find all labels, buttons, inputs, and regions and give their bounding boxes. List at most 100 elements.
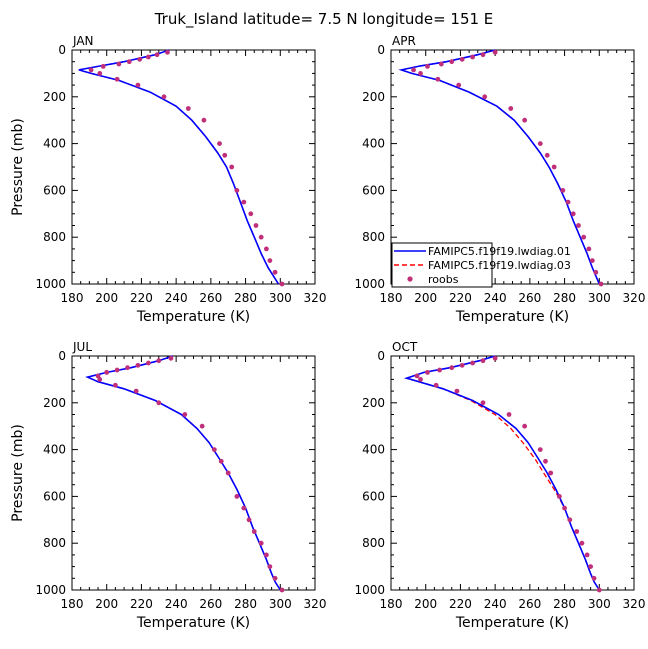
obs-point [586, 246, 592, 252]
obs-point [506, 412, 512, 417]
y-tick-label: 1000 [35, 277, 66, 291]
obs-point [418, 71, 423, 76]
x-tick-label: 240 [165, 597, 188, 611]
obs-point [161, 94, 167, 100]
series-line-lwdiag-01 [85, 355, 281, 591]
x-tick-label: 220 [130, 291, 153, 305]
obs-point [565, 199, 571, 205]
panel-jan: 180 200 220 240 260 280 300 320 0 200 400 600 800 100… [10, 34, 326, 325]
obs-point [145, 360, 151, 366]
x-tick-label: 320 [304, 291, 327, 305]
obs-point [201, 117, 207, 123]
obs-point [596, 587, 602, 593]
y-tick-label: 1000 [354, 277, 385, 291]
y-axis-label: Pressure (mb) [10, 424, 26, 522]
y-axis-label: Pressure (mb) [10, 118, 26, 216]
x-axis-label: Temperature (K) [136, 309, 250, 325]
x-axis-label: Temperature (K) [455, 309, 569, 325]
obs-point [470, 360, 475, 366]
obs-point [264, 552, 269, 558]
obs-point [551, 164, 557, 170]
panel-title: JAN [72, 34, 94, 48]
x-tick-label: 240 [165, 291, 188, 305]
obs-point [100, 63, 106, 69]
obs-point [570, 211, 576, 217]
y-tick-label: 1000 [354, 583, 385, 597]
legend-label: FAMIPC5.f19f19.lwdiag.01 [428, 245, 571, 258]
x-tick-label: 220 [449, 291, 472, 305]
obs-point [165, 49, 170, 55]
y-tick-label: 600 [43, 489, 66, 503]
obs-point [567, 517, 573, 523]
obs-point [589, 258, 595, 263]
obs-point [112, 382, 118, 388]
obs-point [548, 470, 554, 476]
y-tick-label: 800 [362, 536, 385, 550]
plot-frame [71, 49, 316, 285]
y-tick-label: 0 [58, 43, 66, 57]
obs-point [544, 152, 550, 158]
legend-label: FAMIPC5.f19f19.lwdiag.03 [428, 259, 571, 272]
obs-point [456, 82, 462, 88]
figure-title: Truk_Island latitude= 7.5 N longitude= 1… [154, 10, 494, 29]
obs-point [248, 211, 254, 217]
y-tick-label: 200 [362, 90, 385, 104]
x-tick-label: 280 [553, 291, 576, 305]
obs-point [97, 71, 103, 76]
y-tick-label: 400 [362, 137, 385, 151]
legend: FAMIPC5.f19f19.lwdiag.01FAMIPC5.f19f19.l… [391, 242, 571, 288]
panel-title: OCT [392, 340, 418, 354]
obs-point [251, 529, 257, 534]
obs-point [145, 54, 151, 60]
y-tick-label: 200 [43, 396, 66, 410]
y-tick-label: 200 [43, 90, 66, 104]
x-tick-label: 220 [130, 597, 153, 611]
obs-point [470, 54, 475, 60]
x-tick-label: 200 [95, 597, 118, 611]
obs-point [267, 258, 273, 263]
obs-point [272, 575, 278, 581]
x-tick-label: 180 [61, 291, 84, 305]
x-tick-label: 260 [199, 597, 222, 611]
y-tick-label: 800 [362, 230, 385, 244]
obs-point [225, 470, 231, 476]
x-tick-label: 240 [484, 291, 507, 305]
obs-point [425, 63, 430, 69]
obs-point [137, 56, 143, 62]
x-tick-label: 280 [234, 291, 257, 305]
obs-point [114, 76, 120, 82]
obs-point [492, 355, 498, 361]
series-line-lwdiag-01 [403, 355, 600, 591]
obs-point [217, 141, 222, 147]
obs-point [454, 388, 460, 394]
y-tick-label: 800 [43, 536, 66, 550]
obs-point [234, 494, 240, 499]
obs-point [411, 67, 416, 73]
series-line-lwdiag-03 [404, 355, 600, 591]
panel-title: JUL [72, 340, 92, 354]
obs-point [543, 458, 548, 464]
x-tick-label: 260 [518, 597, 541, 611]
panel-apr: 180 200 220 240 260 280 300 320 0 200 400 600 800 100… [354, 34, 645, 325]
obs-point [508, 106, 514, 111]
obs-point [97, 377, 103, 382]
series-line-lwdiag-01 [398, 49, 601, 285]
x-axis-label: Temperature (K) [455, 615, 569, 631]
legend-label: roobs [428, 273, 459, 286]
y-tick-label: 200 [362, 396, 385, 410]
legend-marker-roobs [407, 276, 413, 282]
panel-jul: 180 200 220 240 260 280 300 320 0 200 400 600 800 100… [10, 340, 326, 631]
obs-point [522, 423, 528, 429]
obs-point [222, 152, 228, 158]
plot-frame [71, 355, 316, 591]
series-line-lwdiag-03 [78, 49, 280, 285]
obs-point [154, 52, 160, 58]
obs-point [126, 59, 132, 65]
obs-point [264, 246, 269, 252]
obs-point [185, 106, 191, 111]
y-tick-label: 0 [377, 43, 385, 57]
obs-point [480, 400, 486, 406]
obs-point [258, 540, 264, 546]
obs-point [584, 552, 590, 558]
obs-point [418, 377, 423, 382]
